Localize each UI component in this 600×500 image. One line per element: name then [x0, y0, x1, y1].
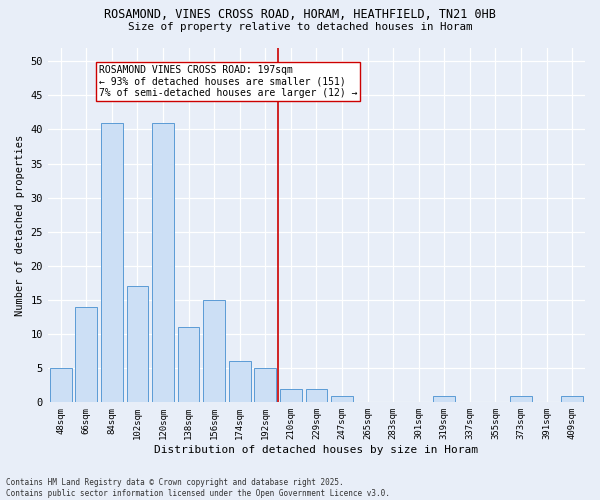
- Bar: [562, 396, 583, 402]
- Bar: [305, 388, 328, 402]
- Text: ROSAMOND, VINES CROSS ROAD, HORAM, HEATHFIELD, TN21 0HB: ROSAMOND, VINES CROSS ROAD, HORAM, HEATH…: [104, 8, 496, 20]
- Bar: [127, 286, 148, 403]
- Bar: [254, 368, 276, 402]
- Bar: [433, 396, 455, 402]
- Bar: [178, 328, 199, 402]
- Bar: [76, 307, 97, 402]
- Bar: [280, 388, 302, 402]
- Text: ROSAMOND VINES CROSS ROAD: 197sqm
← 93% of detached houses are smaller (151)
7% : ROSAMOND VINES CROSS ROAD: 197sqm ← 93% …: [99, 64, 358, 98]
- Bar: [510, 396, 532, 402]
- X-axis label: Distribution of detached houses by size in Horam: Distribution of detached houses by size …: [154, 445, 478, 455]
- Bar: [101, 122, 123, 402]
- Text: Contains HM Land Registry data © Crown copyright and database right 2025.
Contai: Contains HM Land Registry data © Crown c…: [6, 478, 390, 498]
- Bar: [152, 122, 174, 402]
- Bar: [331, 396, 353, 402]
- Bar: [203, 300, 225, 402]
- Text: Size of property relative to detached houses in Horam: Size of property relative to detached ho…: [128, 22, 472, 32]
- Bar: [229, 362, 251, 403]
- Y-axis label: Number of detached properties: Number of detached properties: [15, 134, 25, 316]
- Bar: [50, 368, 71, 402]
